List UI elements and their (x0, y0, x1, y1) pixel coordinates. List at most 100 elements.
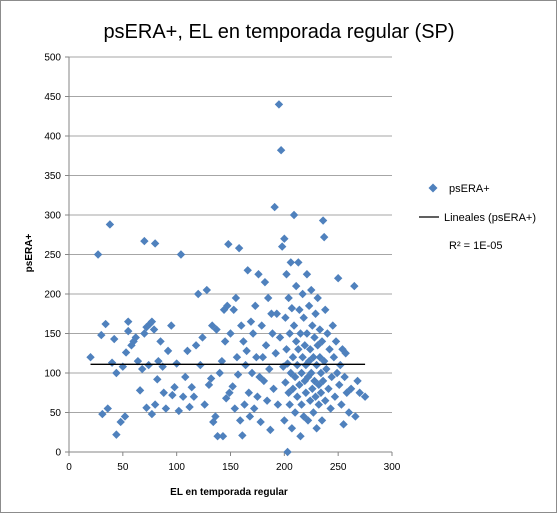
gridlines (69, 56, 392, 413)
data-point (241, 360, 250, 370)
data-point (290, 408, 300, 417)
y-tick-label: 300 (44, 211, 61, 222)
data-point (281, 313, 290, 322)
data-point (198, 333, 207, 342)
data-point (335, 380, 344, 390)
data-point (289, 321, 299, 330)
data-point (304, 301, 314, 311)
data-point (230, 404, 240, 413)
data-point (312, 424, 321, 433)
data-point (224, 240, 233, 249)
x-tick-labels: 0 50 100 150 200 250 300 (66, 462, 401, 473)
data-point (212, 325, 221, 334)
x-tick-label: 150 (222, 462, 239, 473)
data-point (138, 364, 147, 374)
data-point (121, 348, 131, 357)
data-point (258, 353, 267, 362)
data-point (323, 329, 332, 338)
data-point (325, 345, 334, 354)
data-point (213, 432, 222, 441)
data-point (265, 364, 274, 374)
data-point (226, 329, 235, 338)
data-point (311, 309, 320, 318)
data-point (150, 239, 160, 248)
data-point (351, 412, 360, 421)
data-point (302, 270, 312, 279)
data-point (276, 146, 286, 155)
data-point (239, 337, 248, 346)
data-point (101, 319, 110, 329)
legend-series-label: psERA+ (449, 183, 490, 195)
data-point (321, 305, 330, 314)
data-point (243, 266, 252, 275)
data-point (319, 232, 329, 242)
data-point (176, 250, 186, 259)
data-point (308, 321, 317, 330)
data-point (308, 384, 317, 393)
data-point (309, 408, 318, 417)
data-point (159, 388, 168, 397)
data-point (261, 341, 271, 350)
data-point (156, 337, 165, 346)
data-point (328, 321, 337, 330)
data-point (240, 400, 249, 409)
x-tick-label: 0 (66, 462, 72, 473)
data-point (274, 100, 284, 109)
data-point (221, 394, 231, 403)
data-point (206, 374, 216, 383)
data-point (237, 321, 246, 330)
data-point (232, 353, 242, 362)
data-point (215, 368, 224, 378)
data-point (307, 285, 316, 295)
legend-trendline-label: Lineales (psERA+) (444, 212, 536, 224)
data-point (154, 356, 163, 366)
data-point (200, 400, 209, 409)
data-point (283, 447, 292, 457)
data-point (86, 353, 95, 362)
data-point (302, 329, 312, 338)
data-point (277, 242, 287, 251)
data-point (319, 356, 329, 366)
data-point (297, 400, 306, 409)
data-point (298, 353, 307, 362)
data-point (287, 424, 297, 433)
data-point (191, 341, 201, 350)
data-point (318, 216, 328, 225)
data-point (326, 404, 335, 413)
data-point (246, 317, 256, 326)
data-point (147, 409, 157, 419)
data-point (294, 345, 303, 354)
data-point (316, 388, 326, 397)
data-point (229, 305, 238, 314)
data-point (170, 383, 179, 392)
y-tick-labels: 0 50 100 150 200 250 300 350 400 450 500 (44, 53, 61, 459)
y-tick-label: 0 (55, 448, 61, 459)
data-point (300, 341, 309, 350)
data-point (340, 372, 349, 382)
data-point (163, 346, 173, 356)
data-point (327, 372, 336, 382)
data-point (317, 416, 327, 425)
data-point (124, 317, 133, 326)
data-point (244, 388, 254, 397)
data-point (324, 384, 333, 393)
data-point (150, 400, 160, 409)
y-tick-label: 50 (50, 408, 62, 419)
data-point (321, 396, 330, 405)
data-point (275, 333, 285, 342)
data-point (181, 372, 190, 382)
data-point (269, 384, 278, 393)
y-tick-label: 400 (44, 132, 61, 143)
data-point (309, 353, 318, 362)
data-point (313, 293, 322, 303)
data-point (310, 333, 319, 342)
data-point (228, 382, 237, 391)
data-point (248, 329, 258, 338)
data-point (147, 317, 157, 326)
data-point (332, 368, 342, 378)
data-point (305, 396, 315, 405)
data-point (178, 392, 188, 401)
data-point (235, 416, 245, 425)
data-point (253, 392, 262, 401)
